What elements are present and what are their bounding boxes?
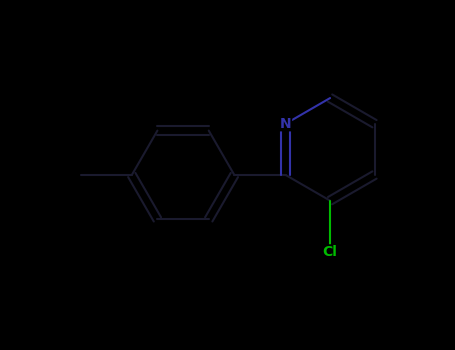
Text: Cl: Cl	[323, 245, 338, 259]
Text: N: N	[280, 117, 292, 131]
